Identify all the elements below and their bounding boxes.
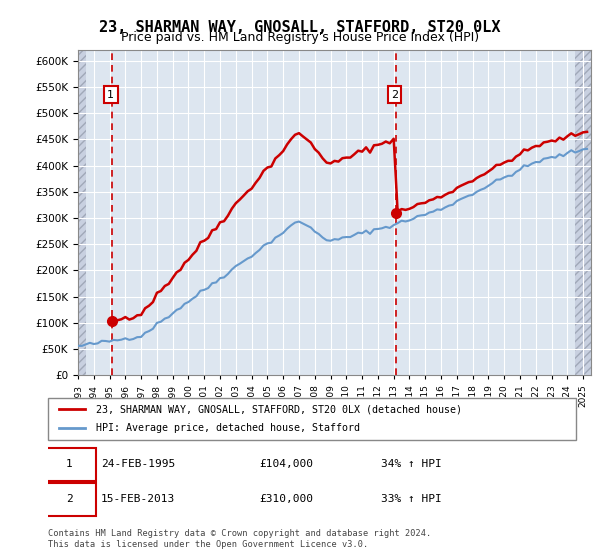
Text: £310,000: £310,000 xyxy=(259,494,313,504)
Text: 24-FEB-1995: 24-FEB-1995 xyxy=(101,459,175,469)
Bar xyxy=(575,50,599,375)
Text: 34% ↑ HPI: 34% ↑ HPI xyxy=(380,459,442,469)
Text: Price paid vs. HM Land Registry's House Price Index (HPI): Price paid vs. HM Land Registry's House … xyxy=(121,31,479,44)
FancyBboxPatch shape xyxy=(43,447,95,481)
Text: 23, SHARMAN WAY, GNOSALL, STAFFORD, ST20 0LX (detached house): 23, SHARMAN WAY, GNOSALL, STAFFORD, ST20… xyxy=(95,404,461,414)
Text: 2: 2 xyxy=(66,494,73,504)
Text: 1: 1 xyxy=(66,459,73,469)
Text: Contains HM Land Registry data © Crown copyright and database right 2024.
This d: Contains HM Land Registry data © Crown c… xyxy=(48,529,431,549)
Text: HPI: Average price, detached house, Stafford: HPI: Average price, detached house, Staf… xyxy=(95,423,359,433)
Text: 1: 1 xyxy=(107,90,114,100)
Bar xyxy=(78,50,86,375)
FancyBboxPatch shape xyxy=(48,398,576,440)
Text: 15-FEB-2013: 15-FEB-2013 xyxy=(101,494,175,504)
Text: £104,000: £104,000 xyxy=(259,459,313,469)
Text: 33% ↑ HPI: 33% ↑ HPI xyxy=(380,494,442,504)
FancyBboxPatch shape xyxy=(43,483,95,516)
Text: 2: 2 xyxy=(391,90,398,100)
Text: 23, SHARMAN WAY, GNOSALL, STAFFORD, ST20 0LX: 23, SHARMAN WAY, GNOSALL, STAFFORD, ST20… xyxy=(99,20,501,35)
